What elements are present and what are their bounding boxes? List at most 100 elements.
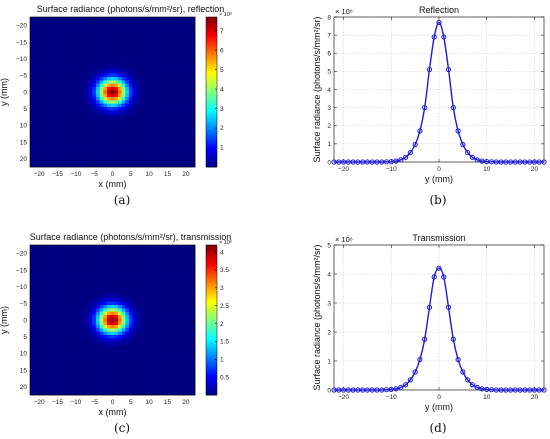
heatmap-cell: [176, 50, 181, 54]
heatmap-cell: [103, 321, 108, 326]
heatmap-cell: [147, 93, 152, 98]
heatmap-cell: [118, 315, 122, 319]
data-point: [369, 387, 375, 393]
heatmap-cell: [92, 157, 97, 161]
heatmap-cell: [165, 100, 170, 104]
heatmap-cell: [96, 120, 100, 124]
heatmap-cell: [169, 298, 174, 302]
heatmap-cell: [143, 305, 148, 309]
heatmap-cell: [129, 321, 133, 326]
colorbar-segment: [206, 303, 217, 306]
heatmap-cell: [176, 77, 181, 81]
colorbar-segment: [206, 273, 217, 276]
heatmap-cell: [121, 140, 126, 144]
heatmap-cell: [52, 113, 56, 118]
heatmap-cell: [41, 325, 45, 329]
heatmap-cell: [110, 60, 115, 64]
heatmap-cell: [52, 268, 56, 272]
heatmap-cell: [180, 20, 185, 24]
heatmap-cell: [158, 147, 163, 151]
heatmap-cell: [191, 358, 196, 362]
heatmap-cell: [173, 321, 177, 326]
heatmap-cell: [99, 73, 104, 78]
heatmap-cell: [70, 295, 75, 299]
heatmap-cell: [55, 278, 60, 282]
heatmap-cell: [52, 351, 56, 356]
heatmap-cell: [107, 388, 111, 392]
heatmap-cell: [158, 371, 163, 376]
heatmap-cell: [173, 23, 177, 28]
heatmap-cell: [110, 127, 115, 131]
heatmap-cell: [147, 97, 152, 101]
heatmap-cell: [118, 140, 122, 144]
heatmap-cell: [158, 268, 163, 272]
heatmap-cell: [143, 298, 148, 302]
heatmap-cell: [140, 100, 144, 104]
heatmap-cell: [140, 53, 144, 58]
heatmap-cell: [136, 157, 141, 161]
heatmap-cell: [180, 341, 185, 346]
heatmap-cell: [99, 97, 104, 101]
heatmap-cell: [55, 83, 60, 88]
heatmap-cell: [88, 265, 93, 269]
heatmap-cell: [154, 391, 159, 396]
heatmap-cell: [173, 378, 177, 382]
heatmap-cell: [33, 291, 38, 296]
heatmap-cell: [52, 305, 56, 309]
heatmap-cell: [173, 133, 177, 138]
heatmap-cell: [184, 100, 188, 104]
heatmap-cell: [154, 130, 159, 134]
heatmap-cell: [63, 391, 67, 396]
colorbar-segment: [206, 323, 217, 326]
heatmap-cell: [103, 120, 108, 124]
heatmap-cell: [92, 318, 97, 322]
heatmap-cell: [55, 315, 60, 319]
heatmap-cell: [176, 338, 181, 342]
heatmap-cell: [63, 97, 67, 101]
colorbar-segment: [206, 110, 217, 113]
heatmap-cell: [140, 153, 144, 158]
heatmap-cell: [114, 341, 119, 346]
heatmap-cell: [70, 311, 75, 316]
heatmap-cell: [77, 315, 82, 319]
heatmap-cell: [59, 261, 64, 266]
heatmap-cell: [63, 113, 67, 118]
heatmap-cell: [187, 150, 192, 154]
heatmap-cell: [77, 255, 82, 259]
heatmap-cell: [81, 345, 86, 349]
heatmap-cell: [140, 160, 144, 164]
heatmap-cell: [180, 83, 185, 88]
colorbar-segment: [206, 138, 217, 141]
heatmap-cell: [158, 285, 163, 289]
heatmap-cell: [55, 311, 60, 316]
heatmap-cell: [70, 325, 75, 329]
heatmap-cell: [81, 133, 86, 138]
heatmap-cell: [132, 83, 137, 88]
heatmap-cell: [77, 137, 82, 141]
heatmap-cell: [158, 50, 163, 54]
heatmap-cell: [77, 47, 82, 51]
heatmap-cell: [92, 160, 97, 164]
colorbar-segment: [206, 153, 217, 156]
heatmap-cell: [52, 50, 56, 54]
x-tick-label: 15: [164, 171, 172, 178]
heatmap-cell: [121, 60, 126, 64]
heatmap-cell: [165, 328, 170, 332]
heatmap-cell: [74, 348, 78, 352]
heatmap-cell: [81, 33, 86, 38]
x-tick-label: 20: [182, 399, 190, 406]
heatmap-cell: [169, 23, 174, 28]
heatmap-cell: [176, 385, 181, 389]
heatmap-cell: [88, 255, 93, 259]
heatmap-cell: [180, 100, 185, 104]
heatmap-cell: [55, 30, 60, 34]
heatmap-cell: [114, 365, 119, 369]
heatmap-cell: [63, 53, 67, 58]
x-tick-label: −10: [386, 394, 397, 401]
heatmap-cell: [33, 341, 38, 346]
heatmap-cell: [147, 341, 152, 346]
heatmap-cell: [37, 278, 42, 282]
heatmap-cell: [158, 137, 163, 141]
heatmap-cell: [44, 381, 49, 386]
heatmap-cell: [55, 308, 60, 312]
